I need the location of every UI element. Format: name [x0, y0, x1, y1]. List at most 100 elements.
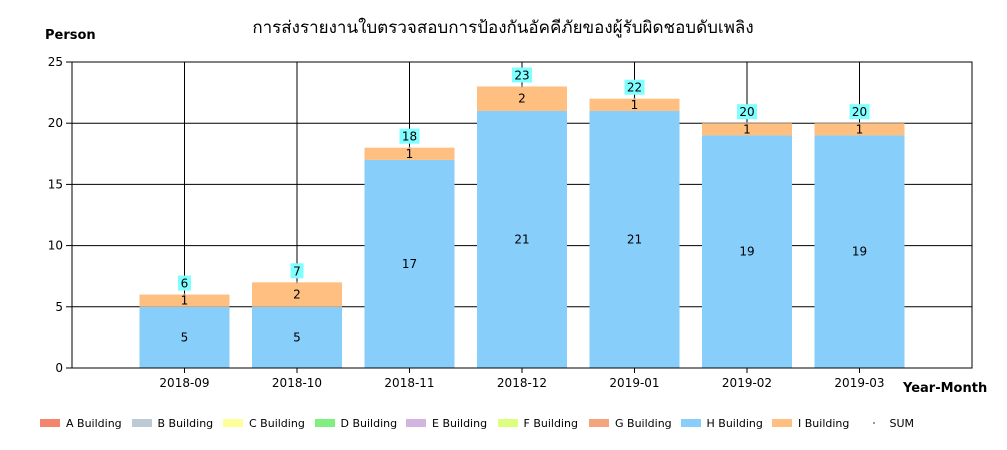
y-axis-label: Person: [45, 28, 96, 43]
legend-swatch: [223, 419, 243, 427]
sum-label: 18: [402, 130, 417, 144]
chart: การส่งรายงานใบตรวจสอบการป้องกันอัคคีภัยข…: [45, 17, 987, 396]
sum-point: [858, 122, 861, 125]
plot-frame: [71, 61, 973, 369]
bar-segment: [139, 294, 230, 307]
sum-label: 22: [627, 81, 642, 95]
legend-swatch: [497, 419, 518, 427]
legend-item: G Building: [589, 413, 672, 433]
legend-label: F Building: [523, 416, 578, 430]
x-tick-label: 2019-03: [834, 376, 884, 390]
sum-point: [521, 85, 523, 88]
sum-label-bg: [624, 79, 645, 95]
legend-swatch: [40, 419, 60, 427]
chart-title: การส่งรายงานใบตรวจสอบการป้องกันอัคคีภัยข…: [252, 17, 753, 38]
bar-segment: [589, 98, 680, 111]
sum-label: 7: [293, 264, 301, 278]
sum-label-bg: [178, 275, 191, 291]
bar-segment: [477, 86, 567, 111]
data-label: 21: [627, 232, 642, 246]
y-tick-label: 10: [48, 239, 63, 253]
x-axis-label: Year-Month: [902, 381, 987, 396]
bar-segment: [364, 147, 455, 160]
bar-segment: [477, 110, 567, 369]
legend-label: E Building: [432, 416, 488, 430]
bar-segment: [139, 306, 230, 368]
sum-point: [633, 97, 636, 100]
data-label: 2: [518, 92, 526, 106]
sum-label-bg: [399, 128, 420, 144]
data-labels: 5 1 6 5 2 7 17 1 18 21 2 23 21 1 22 19 1 20 19 1 20: [178, 67, 870, 344]
sum-label-bg: [512, 67, 532, 83]
y-tick-label: 5: [55, 300, 63, 314]
sum-point: [183, 293, 186, 296]
legend-item: A Building: [40, 413, 122, 433]
bar-segment: [589, 110, 680, 369]
data-label: 1: [856, 122, 864, 136]
bar-segment: [702, 123, 792, 136]
y-tick-label: 0: [55, 361, 63, 375]
bars: [139, 86, 905, 369]
legend-swatch: [589, 419, 609, 427]
legend-label: H Building: [706, 416, 763, 430]
x-tick-label: 2018-10: [272, 376, 322, 390]
y-tick-label: 25: [48, 55, 63, 69]
bar-segment: [252, 306, 342, 368]
data-label: 19: [739, 245, 754, 259]
sum-label: 6: [181, 277, 189, 291]
legend-swatch: [314, 419, 335, 427]
legend-swatch: [131, 419, 152, 427]
legend-item: F Building: [497, 413, 578, 433]
sum-label: 23: [514, 68, 529, 82]
legend-swatch: [772, 419, 792, 427]
sum-point: [746, 122, 748, 125]
data-label: 5: [293, 330, 301, 344]
sum-point: [408, 146, 411, 149]
data-label: 2: [293, 288, 301, 302]
legend-item: D Building: [314, 413, 398, 433]
legend-item: H Building: [680, 413, 763, 433]
legend-item: C Building: [223, 413, 305, 433]
legend-label: D Building: [340, 416, 398, 430]
data-label: 21: [514, 232, 529, 246]
sum-label: 20: [852, 105, 867, 119]
data-label: 1: [181, 294, 189, 308]
sum-label-bg: [737, 104, 757, 120]
bar-segment: [702, 135, 792, 368]
sum-label-bg: [849, 104, 870, 120]
legend-swatch: [680, 419, 701, 427]
legend-label: A Building: [66, 416, 122, 430]
x-tick-label: 2018-12: [497, 376, 547, 390]
legend-item: I Building: [772, 413, 849, 433]
y-tick-label: 20: [48, 116, 63, 130]
y-tick-label: 15: [48, 177, 63, 191]
x-tick-label: 2018-11: [384, 376, 434, 390]
data-label: 1: [406, 147, 414, 161]
legend-swatch: [406, 419, 426, 427]
x-tick-label: 2018-09: [159, 376, 209, 390]
bar-segment: [252, 282, 342, 307]
sum-label: 20: [739, 105, 754, 119]
sum-point: [296, 281, 298, 284]
sum-label-bg: [290, 263, 304, 279]
legend-item: E Building: [406, 413, 487, 433]
bar-segment: [814, 135, 905, 368]
legend-label: G Building: [615, 416, 672, 430]
x-tick-label: 2019-01: [609, 376, 659, 390]
legend-label: I Building: [798, 416, 850, 430]
bar-segment: [364, 159, 455, 368]
data-label: 19: [852, 245, 867, 259]
legend-label: C Building: [249, 416, 305, 430]
legend-label: SUM: [889, 416, 915, 430]
legend-item: SUM: [864, 413, 915, 433]
data-label: 5: [181, 330, 189, 344]
data-label: 1: [743, 122, 751, 136]
x-tick-label: 2019-02: [722, 376, 772, 390]
legend-swatch: [864, 419, 884, 427]
data-label: 17: [402, 257, 417, 271]
data-label: 1: [631, 98, 639, 112]
legend: A Building B Building C Building D Building…: [0, 413, 1007, 435]
legend-label: B Building: [157, 416, 214, 430]
bar-segment: [814, 123, 905, 136]
